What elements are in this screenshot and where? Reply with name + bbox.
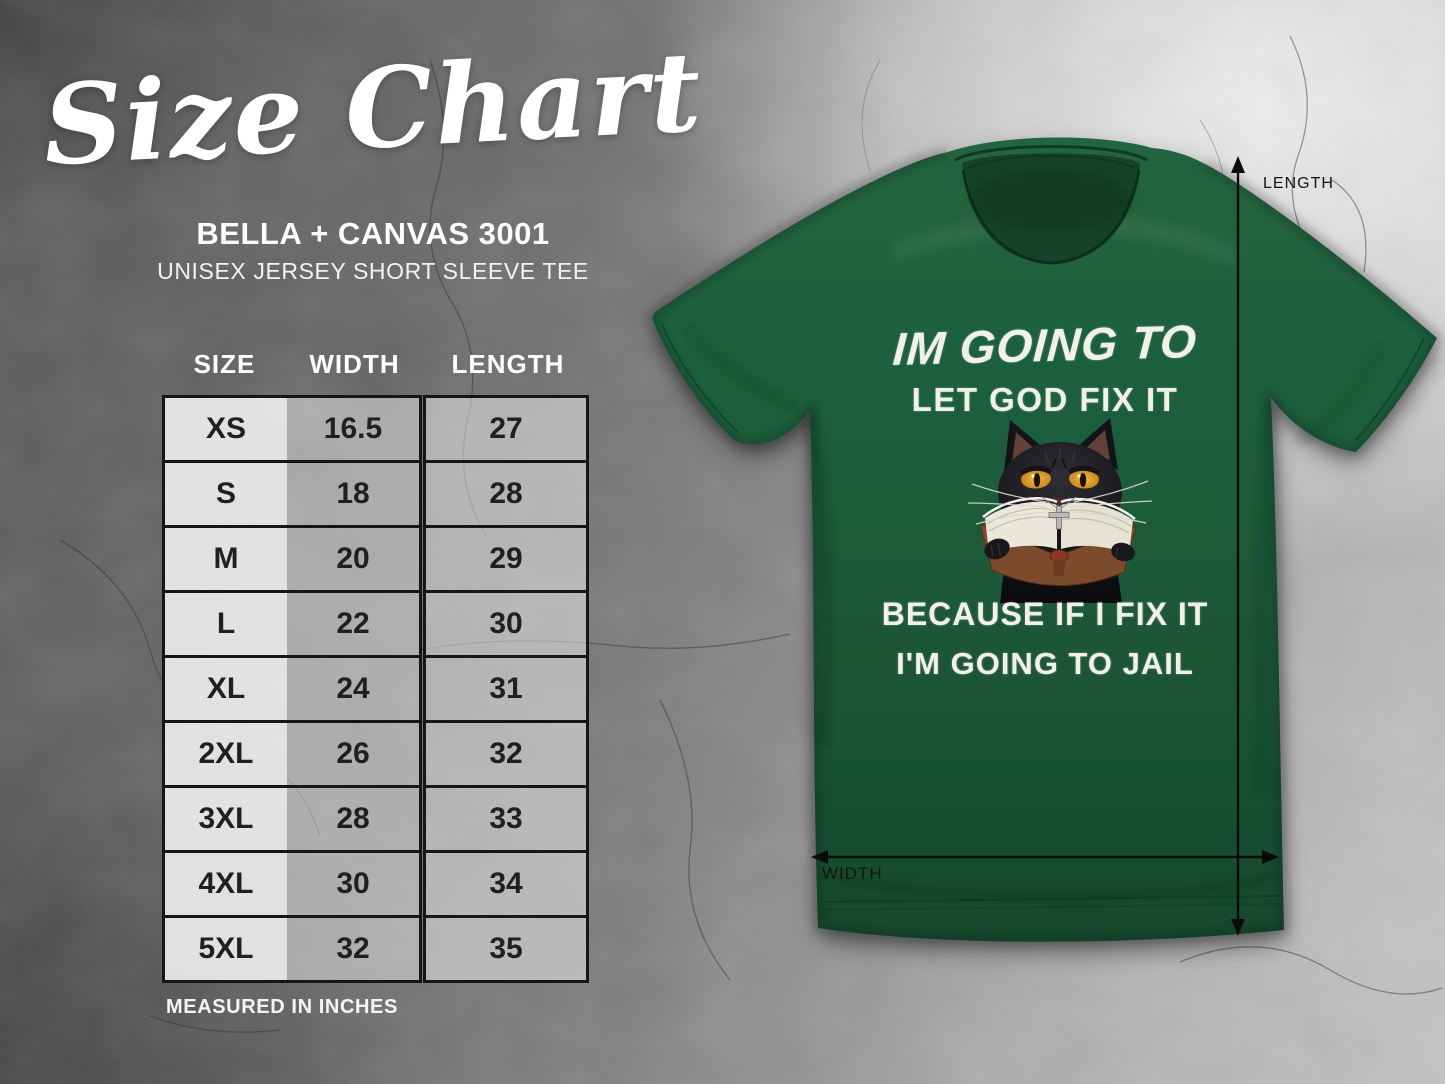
table-row: 28 — [426, 460, 586, 525]
table-row: 33 — [426, 785, 586, 850]
tshirt-body — [648, 137, 1442, 946]
table-row: 3XL 28 — [165, 785, 419, 850]
table-row: XL 24 — [165, 655, 419, 720]
width-measure-label: WIDTH — [822, 864, 883, 883]
table-row: S 18 — [165, 460, 419, 525]
length-cell: 27 — [426, 398, 586, 460]
length-cell: 28 — [426, 463, 586, 525]
cat-paw-left — [984, 538, 1010, 560]
size-chart-table: XS 16.5 S 18 M 20 L 22 XL 24 2XL 26 3XL 28 4XL 3… — [162, 395, 589, 983]
product-line: UNISEX JERSEY SHORT SLEEVE TEE — [157, 258, 589, 284]
length-arrow — [1231, 156, 1245, 936]
cat-reading-book-graphic — [967, 418, 1153, 603]
size-cell: L — [165, 593, 287, 655]
size-width-block: XS 16.5 S 18 M 20 L 22 XL 24 2XL 26 3XL 28 4XL 3… — [162, 395, 422, 983]
length-cell: 31 — [426, 658, 586, 720]
cat-ear-right — [1076, 418, 1118, 470]
length-cell: 34 — [426, 853, 586, 915]
length-cell: 30 — [426, 593, 586, 655]
cat-paw-right — [1111, 542, 1135, 562]
table-footnote: MEASURED IN INCHES — [166, 996, 398, 1018]
cat-muzzle — [1039, 497, 1080, 518]
cat-eyes — [1019, 458, 1101, 489]
length-cell: 32 — [426, 723, 586, 785]
cat-whiskers — [967, 480, 1153, 525]
column-header-width: WIDTH — [309, 349, 400, 379]
shirt-text-line-3: BECAUSE IF I FIX IT — [881, 596, 1209, 632]
column-header-length: LENGTH — [451, 349, 565, 379]
cat-ear-left — [1004, 420, 1046, 472]
width-cell: 30 — [287, 853, 419, 915]
length-cell: 35 — [426, 918, 586, 980]
tshirt-collar — [954, 145, 1148, 265]
open-book — [979, 497, 1137, 586]
shirt-text-line-2: LET GOD FIX IT — [911, 381, 1179, 418]
page-title: Size Chart — [40, 26, 706, 191]
cat-torso — [1000, 523, 1122, 603]
width-cell: 28 — [287, 788, 419, 850]
size-cell: 2XL — [165, 723, 287, 785]
width-cell: 32 — [287, 918, 419, 980]
size-cell: M — [165, 528, 287, 590]
table-row: 29 — [426, 525, 586, 590]
width-cell: 24 — [287, 658, 419, 720]
length-cell: 29 — [426, 528, 586, 590]
table-row: 30 — [426, 590, 586, 655]
brand-line: BELLA + CANVAS 3001 — [196, 216, 550, 251]
table-row: 32 — [426, 720, 586, 785]
size-cell: 5XL — [165, 918, 287, 980]
size-cell: XL — [165, 658, 287, 720]
shirt-text-line-4: I'M GOING TO JAIL — [896, 646, 1194, 681]
length-measure-label: LENGTH — [1263, 175, 1334, 192]
table-row: 5XL 32 — [165, 915, 419, 980]
cross-necklace — [1041, 496, 1077, 530]
width-cell: 20 — [287, 528, 419, 590]
length-cell: 33 — [426, 788, 586, 850]
size-cell: 3XL — [165, 788, 287, 850]
length-block: 27 28 29 30 31 32 33 34 35 — [423, 395, 589, 983]
cat-head — [998, 442, 1122, 542]
table-row: M 20 — [165, 525, 419, 590]
width-cell: 16.5 — [287, 398, 419, 460]
size-cell: 4XL — [165, 853, 287, 915]
width-arrow — [811, 850, 1279, 864]
shirt-text-line-1: IM GOING TO — [891, 314, 1199, 376]
width-cell: 22 — [287, 593, 419, 655]
table-row: 34 — [426, 850, 586, 915]
size-cell: S — [165, 463, 287, 525]
size-cell: XS — [165, 398, 287, 460]
table-row: L 22 — [165, 590, 419, 655]
table-row: 27 — [426, 398, 586, 460]
width-cell: 26 — [287, 723, 419, 785]
table-row: 2XL 26 — [165, 720, 419, 785]
column-header-size: SIZE — [193, 349, 256, 379]
table-row: 31 — [426, 655, 586, 720]
table-row: XS 16.5 — [165, 398, 419, 460]
width-cell: 18 — [287, 463, 419, 525]
table-row: 4XL 30 — [165, 850, 419, 915]
table-row: 35 — [426, 915, 586, 980]
